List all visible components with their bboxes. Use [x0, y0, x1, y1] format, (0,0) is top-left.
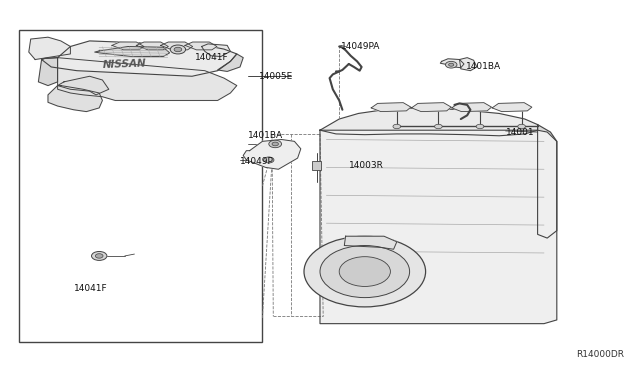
Polygon shape [95, 46, 170, 57]
Polygon shape [538, 125, 557, 238]
Polygon shape [161, 42, 193, 50]
Polygon shape [185, 42, 217, 50]
Polygon shape [38, 58, 58, 86]
Text: NISSAN: NISSAN [103, 59, 147, 70]
Polygon shape [440, 59, 464, 68]
Bar [312, 161, 321, 170]
Polygon shape [112, 42, 144, 50]
Text: 14003R: 14003R [349, 161, 383, 170]
Polygon shape [58, 76, 109, 95]
Circle shape [445, 61, 457, 68]
Text: 14049PA: 14049PA [340, 42, 380, 51]
Polygon shape [29, 37, 70, 60]
Circle shape [264, 157, 274, 163]
Polygon shape [243, 140, 301, 169]
Polygon shape [218, 54, 243, 71]
Polygon shape [412, 103, 451, 112]
Polygon shape [492, 103, 532, 112]
Circle shape [518, 124, 525, 129]
Polygon shape [202, 44, 230, 57]
Text: 14005E: 14005E [259, 72, 294, 81]
Text: R14000DR: R14000DR [576, 350, 624, 359]
Circle shape [449, 63, 454, 66]
Bar [19, 30, 262, 342]
Circle shape [476, 124, 484, 129]
Circle shape [304, 236, 426, 307]
Polygon shape [371, 103, 411, 112]
Text: 14049P: 14049P [240, 157, 274, 166]
Polygon shape [136, 42, 168, 50]
Circle shape [393, 124, 401, 129]
Polygon shape [48, 86, 102, 112]
Polygon shape [320, 130, 557, 324]
Text: 14041F: 14041F [74, 284, 108, 293]
Circle shape [435, 124, 442, 129]
Circle shape [174, 47, 182, 52]
Circle shape [339, 257, 390, 286]
Circle shape [92, 251, 107, 260]
Text: 14001: 14001 [506, 128, 534, 137]
Circle shape [272, 142, 278, 146]
Polygon shape [58, 58, 237, 100]
Circle shape [170, 45, 186, 54]
Polygon shape [460, 58, 477, 71]
Circle shape [320, 246, 410, 298]
Polygon shape [452, 103, 492, 112]
Text: 1401BA: 1401BA [248, 131, 284, 140]
Circle shape [95, 254, 103, 258]
Text: 1401BA: 1401BA [466, 62, 501, 71]
Polygon shape [42, 41, 237, 76]
Text: 14041F: 14041F [195, 53, 229, 62]
Polygon shape [344, 236, 397, 249]
Polygon shape [320, 108, 538, 136]
Circle shape [269, 140, 282, 148]
